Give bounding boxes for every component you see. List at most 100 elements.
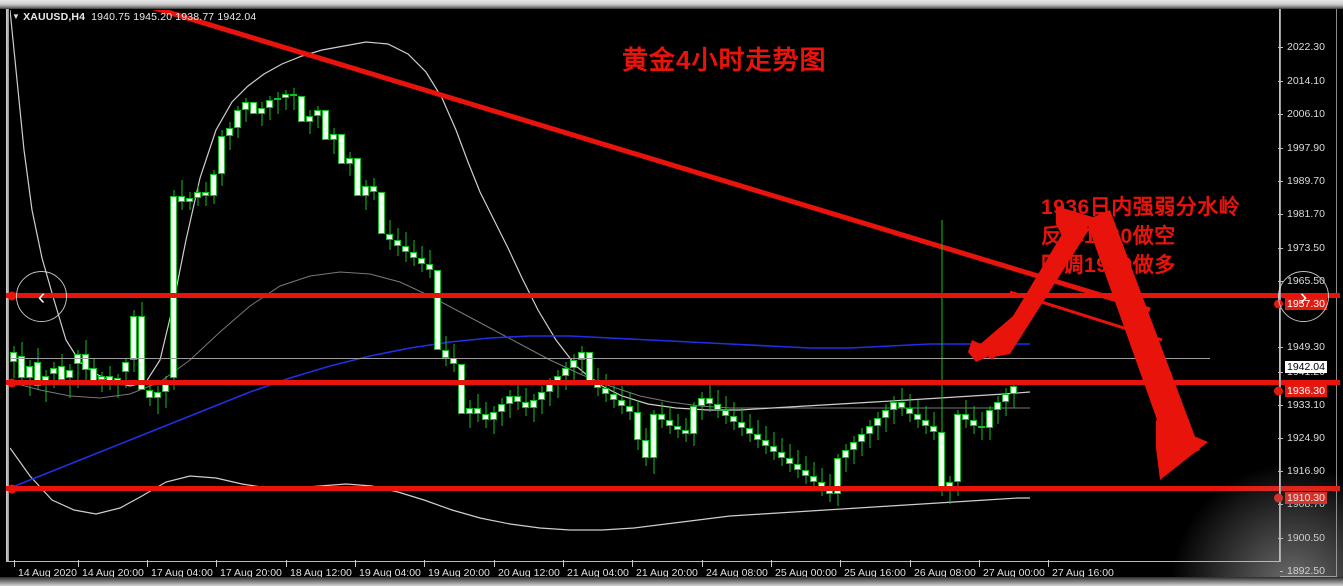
time-tick-label: 14 Aug 2020: [18, 567, 77, 579]
candlestick: [874, 10, 881, 560]
candlestick: [522, 10, 529, 560]
candlestick: [850, 10, 857, 560]
time-tick-label: 21 Aug 04:00: [567, 567, 629, 579]
candlestick: [986, 10, 993, 560]
candlestick: [378, 10, 385, 560]
level-price-dot[interactable]: [1274, 493, 1283, 503]
candlestick: [810, 10, 817, 560]
time-axis-line: [6, 561, 1280, 562]
candlestick: [650, 10, 657, 560]
candlestick: [442, 10, 449, 560]
nav-prev-button[interactable]: ‹: [16, 271, 67, 322]
candlestick: [498, 10, 505, 560]
time-tick-label: 20 Aug 12:00: [498, 567, 560, 579]
candlestick: [642, 10, 649, 560]
price-tick-label: 1997.90: [1287, 142, 1325, 154]
candlestick: [170, 10, 177, 560]
quote-high: 1945.20: [133, 11, 173, 23]
candlestick: [338, 10, 345, 560]
price-tick-mark: [1278, 248, 1283, 249]
arrow-up-to-resistance: [988, 224, 1090, 358]
candlestick: [410, 10, 417, 560]
price-tick-mark: [1278, 538, 1283, 539]
time-tick-label: 24 Aug 08:00: [706, 567, 768, 579]
time-tick-mark: [771, 560, 772, 567]
price-tick-mark: [1278, 81, 1283, 82]
chart-plot-area[interactable]: [10, 10, 1278, 560]
quote-close: 1942.04: [217, 11, 257, 23]
candlestick: [210, 10, 217, 560]
arrow-up-head: [1056, 206, 1096, 248]
candlestick: [474, 10, 481, 560]
candlestick: [346, 10, 353, 560]
level-price-label: 1936.30: [1285, 385, 1327, 397]
candlestick: [74, 10, 81, 560]
annotation-line-3: 回调1910做多: [1041, 254, 1176, 277]
candlestick: [762, 10, 769, 560]
triangle-down-icon[interactable]: ▼: [12, 12, 21, 21]
price-tick-mark: [1278, 438, 1283, 439]
candlestick: [154, 10, 161, 560]
time-tick-mark: [14, 560, 15, 567]
price-tick-label: 1924.90: [1287, 432, 1325, 444]
candlestick: [794, 10, 801, 560]
level-price-dot[interactable]: [1274, 386, 1283, 396]
candlestick: [930, 10, 937, 560]
window-top-bar: [0, 0, 1343, 9]
candlestick: [770, 10, 777, 560]
candlestick: [290, 10, 297, 560]
candlestick: [802, 10, 809, 560]
price-tick-label: 1900.50: [1287, 532, 1325, 544]
time-tick-mark: [147, 560, 148, 567]
candlestick: [786, 10, 793, 560]
candlestick: [530, 10, 537, 560]
forecast-arrows: [968, 206, 1208, 480]
candlestick: [130, 10, 137, 560]
level-anchor-dot[interactable]: [7, 291, 17, 300]
candlestick: [538, 10, 545, 560]
symbol-quote-header: ▼ XAUUSD,H4 1940.75 1945.20 1938.77 1942.0…: [12, 11, 256, 23]
candlestick: [298, 10, 305, 560]
time-tick-label: 17 Aug 20:00: [220, 567, 282, 579]
candlestick: [978, 10, 985, 560]
current-price-line: [10, 358, 1210, 359]
time-tick-mark: [979, 560, 980, 567]
price-tick-label: 1973.50: [1287, 242, 1325, 254]
time-tick-label: 21 Aug 20:00: [636, 567, 698, 579]
candlestick: [218, 10, 225, 560]
candlestick: [306, 10, 313, 560]
candlestick: [866, 10, 873, 560]
price-tick-label: 2006.10: [1287, 108, 1325, 120]
candlestick: [906, 10, 913, 560]
level-anchor-dot[interactable]: [7, 378, 17, 387]
candlestick: [82, 10, 89, 560]
price-tick-label: 1989.70: [1287, 175, 1325, 187]
time-tick-label: 14 Aug 20:00: [82, 567, 144, 579]
time-tick-mark: [563, 560, 564, 567]
time-tick-mark: [355, 560, 356, 567]
candlestick: [490, 10, 497, 560]
candlestick: [690, 10, 697, 560]
time-tick-mark: [702, 560, 703, 567]
price-tick-mark: [1278, 471, 1283, 472]
nav-next-button[interactable]: ›: [1278, 271, 1329, 322]
arrow-down-big: [1086, 210, 1200, 462]
time-tick-label: 27 Aug 00:00: [983, 567, 1045, 579]
price-tick-mark: [1278, 181, 1283, 182]
price-tick-label: 2022.30: [1287, 41, 1325, 53]
price-tick-label: 1916.90: [1287, 465, 1325, 477]
candlestick: [402, 10, 409, 560]
candlestick: [146, 10, 153, 560]
candlestick: [354, 10, 361, 560]
candlestick: [778, 10, 785, 560]
candlestick: [1010, 10, 1017, 560]
price-tick-mark: [1278, 281, 1283, 282]
time-tick-mark: [424, 560, 425, 567]
time-tick-label: 18 Aug 12:00: [290, 567, 352, 579]
level-anchor-dot[interactable]: [7, 484, 17, 493]
candlestick: [570, 10, 577, 560]
time-tick-label: 25 Aug 00:00: [775, 567, 837, 579]
price-tick-mark: [1278, 47, 1283, 48]
time-tick-label: 25 Aug 16:00: [844, 567, 906, 579]
